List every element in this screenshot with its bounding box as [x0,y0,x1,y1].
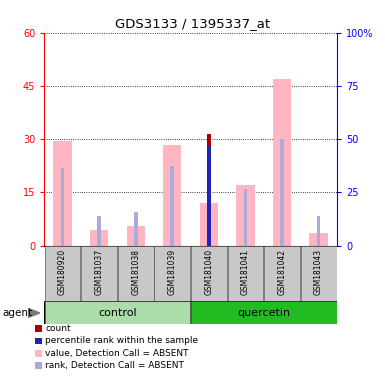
Bar [244,189,247,246]
Text: quercetin: quercetin [237,308,290,318]
Bar [163,144,181,246]
Bar [154,246,190,301]
Bar [54,141,72,246]
Text: GSM181042: GSM181042 [278,248,286,295]
Bar [61,168,64,246]
Bar [301,246,336,301]
Bar [45,246,80,301]
Text: control: control [98,308,137,318]
Bar [280,139,284,246]
Bar [273,79,291,246]
Bar [207,146,211,246]
Bar [310,233,328,246]
Text: rank, Detection Call = ABSENT: rank, Detection Call = ABSENT [45,361,184,370]
Bar [127,226,145,246]
Bar [90,230,108,246]
Text: percentile rank within the sample: percentile rank within the sample [45,336,199,346]
Text: GDS3133 / 1395337_at: GDS3133 / 1395337_at [115,17,270,30]
Bar [317,215,320,246]
Text: GSM181039: GSM181039 [168,248,177,295]
Bar [228,246,263,301]
Bar [191,301,336,324]
Bar [191,246,227,301]
Text: GSM180920: GSM180920 [58,248,67,295]
Text: GSM181040: GSM181040 [204,248,213,295]
Bar [264,246,300,301]
Polygon shape [28,308,40,318]
Bar [207,134,211,246]
Text: GSM181037: GSM181037 [95,248,104,295]
Text: value, Detection Call = ABSENT: value, Detection Call = ABSENT [45,349,189,358]
Text: GSM181041: GSM181041 [241,248,250,295]
Bar [45,301,190,324]
Bar [200,203,218,246]
Bar [81,246,117,301]
Text: agent: agent [2,308,32,318]
Bar [134,212,137,246]
Bar [171,166,174,246]
Text: GSM181038: GSM181038 [131,248,140,295]
Text: GSM181043: GSM181043 [314,248,323,295]
Text: count: count [45,324,71,333]
Bar [118,246,154,301]
Bar [236,185,254,246]
Bar [97,215,101,246]
